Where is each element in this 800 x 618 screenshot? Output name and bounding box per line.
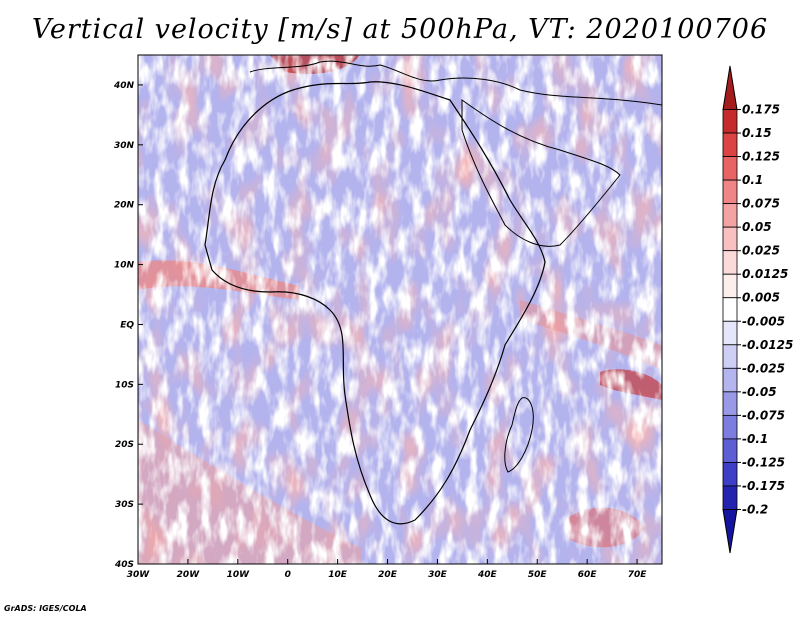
lat-tick-label: 20N — [114, 201, 135, 211]
plot-frame — [137, 54, 663, 565]
lat-tick-label: 40N — [113, 81, 135, 91]
colorbar-cap-bottom — [722, 508, 738, 554]
lat-tick-label: 10N — [114, 261, 135, 271]
lat-tick-label: EQ — [120, 320, 134, 330]
longitude-axis: 30W 20W 10W 0 10E 20E 30E 40E 50E 60E 70E — [127, 559, 647, 580]
colorbar-label: 0.05 — [742, 220, 772, 234]
lon-tick-label: 10W — [227, 570, 251, 580]
lon-tick-label: 0 — [285, 570, 291, 580]
colorbar-label: -0.2 — [742, 502, 768, 516]
colorbar-label: -0.125 — [742, 455, 785, 469]
colorbar-swatch — [722, 273, 738, 299]
lat-tick-label: 30N — [114, 141, 135, 151]
lon-tick-label: 10E — [328, 570, 348, 580]
colorbar-label: 0.0125 — [742, 267, 788, 281]
lon-tick-label: 70E — [628, 570, 648, 580]
colorbar-cap-top — [722, 65, 738, 111]
colorbar-swatch — [722, 485, 738, 510]
colorbar-swatch — [722, 109, 738, 134]
colorbar-label: 0.175 — [742, 103, 780, 117]
lon-tick-label: 20E — [378, 570, 398, 580]
europe-coastline — [249, 60, 662, 106]
colorbar-label: -0.1 — [742, 432, 768, 446]
colorbar-label: -0.075 — [742, 408, 785, 422]
colorbar-swatch — [722, 179, 738, 205]
colorbar-label: -0.025 — [742, 361, 785, 375]
lon-tick-label: 30E — [428, 570, 448, 580]
colorbar-label: 0.125 — [742, 150, 780, 164]
colorbar-swatch — [722, 203, 738, 228]
madagascar-coastline — [504, 397, 534, 473]
colorbar-label: -0.0125 — [742, 338, 793, 352]
colorbar-label: 0.005 — [742, 291, 780, 305]
colorbar-swatch — [722, 367, 738, 393]
colorbar-swatch — [722, 391, 738, 416]
colorbar-swatch — [722, 297, 738, 322]
africa-coastline — [204, 81, 546, 525]
colorbar-swatch — [722, 132, 738, 157]
colorbar-swatch — [722, 462, 738, 487]
colorbar-label: 0.025 — [742, 244, 780, 258]
colorbar-label: -0.05 — [742, 385, 777, 399]
colorbar-label: -0.005 — [742, 314, 785, 328]
colorbar-label: 0.1 — [742, 173, 763, 187]
colorbar-swatch — [722, 438, 738, 463]
colorbar-label: 0.15 — [742, 126, 772, 140]
lon-tick-label: 20W — [177, 570, 201, 580]
lon-tick-label: 50E — [528, 570, 548, 580]
colorbar: 0.175 0.15 0.125 0.1 0.075 0.05 0.025 0.0125 0.0… — [722, 65, 793, 554]
colorbar-swatch — [722, 414, 738, 440]
field-shading — [138, 55, 662, 564]
lat-tick-label: 30S — [115, 500, 134, 510]
lon-tick-label: 30W — [127, 570, 151, 580]
lon-tick-label: 60E — [578, 570, 598, 580]
lon-tick-label: 40E — [477, 570, 498, 580]
lat-tick-label: 40S — [114, 560, 134, 570]
grads-credit: GrADS: IGES/COLA — [4, 604, 87, 613]
colorbar-swatch — [722, 250, 738, 275]
lat-tick-label: 10S — [115, 380, 134, 390]
arabia-coastline — [461, 99, 621, 247]
plot-title: Vertical velocity [m/s] at 500hPa, VT: 2… — [31, 14, 769, 45]
colorbar-swatch — [722, 320, 738, 346]
colorbar-swatch — [722, 156, 738, 181]
latitude-axis: 40N 30N 20N 10N EQ 10S 20S 30S 40S — [113, 81, 143, 570]
colorbar-label: -0.175 — [742, 479, 785, 493]
lat-tick-label: 20S — [115, 440, 134, 450]
colorbar-swatch — [722, 226, 738, 252]
colorbar-label: 0.075 — [742, 197, 780, 211]
colorbar-swatch — [722, 344, 738, 369]
